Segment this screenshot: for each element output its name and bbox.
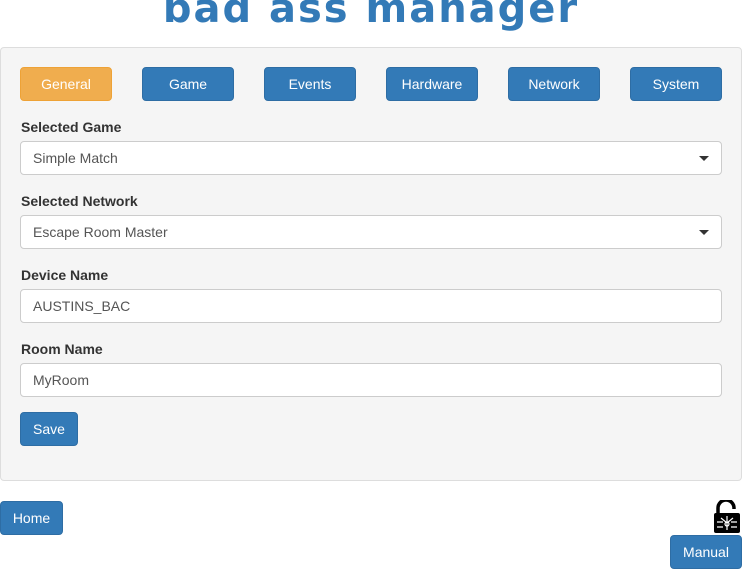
selected-network-value: Escape Room Master (33, 224, 168, 240)
tab-network[interactable]: Network (508, 67, 600, 101)
manual-button[interactable]: Manual (670, 535, 742, 569)
selected-network-select[interactable]: Escape Room Master (20, 215, 722, 249)
caret-down-icon (699, 230, 709, 235)
unlocked-padlock-icon[interactable] (713, 500, 741, 534)
tab-system[interactable]: System (630, 67, 722, 101)
selected-game-value: Simple Match (33, 150, 118, 166)
caret-down-icon (699, 156, 709, 161)
tab-game[interactable]: Game (142, 67, 234, 101)
settings-panel: General Game Events Hardware Network Sys… (0, 47, 742, 481)
device-name-input[interactable]: AUSTINS_BAC (20, 289, 722, 323)
save-button[interactable]: Save (20, 412, 78, 446)
room-name-input[interactable]: MyRoom (20, 363, 722, 397)
room-name-label: Room Name (21, 341, 103, 357)
selected-network-label: Selected Network (21, 193, 138, 209)
tab-general[interactable]: General (20, 67, 112, 101)
selected-game-select[interactable]: Simple Match (20, 141, 722, 175)
home-button[interactable]: Home (0, 501, 63, 535)
app-title: bad ass manager (162, 0, 580, 32)
selected-game-label: Selected Game (21, 119, 122, 135)
tab-events[interactable]: Events (264, 67, 356, 101)
device-name-label: Device Name (21, 267, 109, 283)
tab-hardware[interactable]: Hardware (386, 67, 478, 101)
